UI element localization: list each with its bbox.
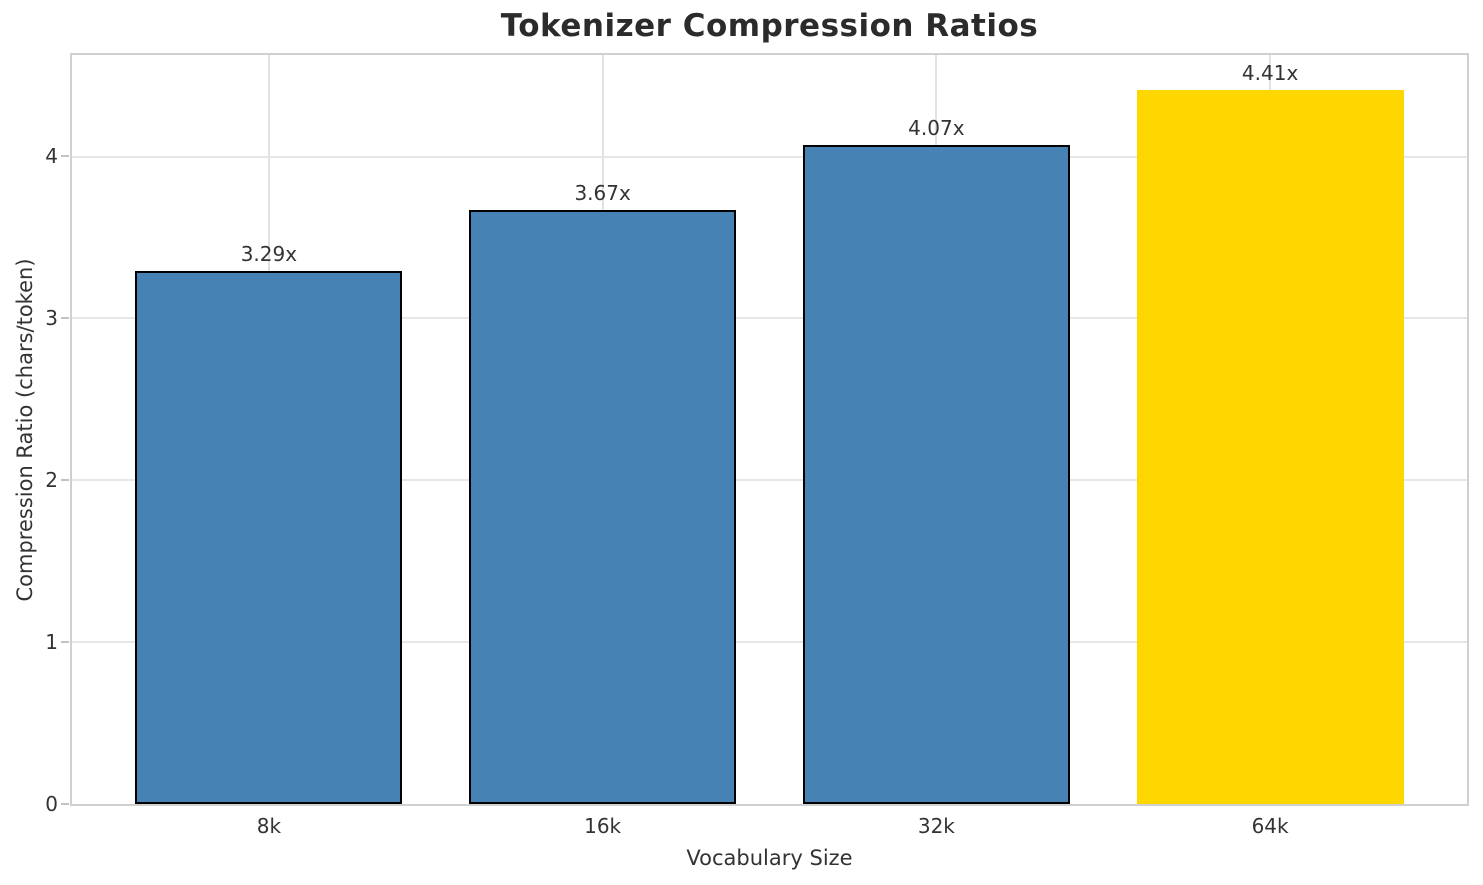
y-gridline	[72, 155, 1467, 158]
bar-8k	[135, 271, 403, 804]
y-gridline	[72, 317, 1467, 320]
bar-value-label: 3.67x	[574, 180, 631, 205]
x-tick-label: 8k	[256, 814, 282, 838]
bar-value-label: 3.29x	[240, 242, 298, 267]
plot-area: 3.29x 3.67x 4.07x 4.41x	[70, 53, 1469, 806]
y-tick-mark	[61, 803, 69, 805]
y-tick-mark	[61, 479, 69, 482]
x-tick-label: 64k	[1251, 814, 1289, 838]
x-axis-label: Vocabulary Size	[686, 846, 853, 870]
y-tick-label: 4	[45, 144, 58, 169]
bar-32k	[802, 145, 1070, 804]
y-tick-label: 0	[45, 792, 58, 816]
bar-value-label: 4.41x	[1241, 61, 1299, 86]
y-tick-label: 1	[45, 630, 58, 655]
y-gridline	[72, 641, 1467, 644]
x-tick-label: 32k	[917, 814, 955, 838]
chart-title: Tokenizer Compression Ratios	[500, 8, 1039, 44]
bar-16k	[469, 209, 737, 804]
y-tick-mark	[61, 155, 69, 158]
y-tick-mark	[61, 641, 69, 644]
y-tick-mark	[61, 317, 69, 320]
y-axis-label: Compression Ratio (chars/token)	[13, 258, 37, 602]
y-tick-label: 2	[45, 468, 58, 493]
y-gridline	[72, 479, 1467, 482]
bar-value-label: 4.07x	[908, 116, 965, 141]
y-tick-label: 3	[45, 306, 58, 331]
bar-64k	[1136, 90, 1404, 804]
x-tick-label: 16k	[584, 814, 622, 838]
